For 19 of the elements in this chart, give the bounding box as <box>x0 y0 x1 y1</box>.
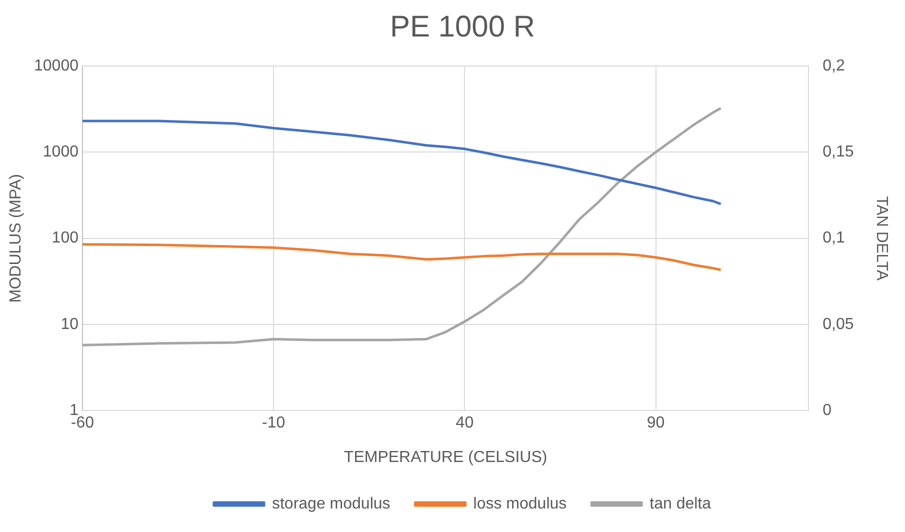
x-tick-label: 90 <box>646 414 665 432</box>
y-tick-label: 10 <box>60 316 79 333</box>
y2-tick-label: 0,15 <box>822 144 854 161</box>
y2-tick-label: 0,1 <box>822 230 846 247</box>
y-axis-title: MODULUS (MPA) <box>7 174 24 303</box>
y2-tick-label: 0,05 <box>822 316 854 333</box>
y2-tick-label: 0,2 <box>822 57 846 74</box>
legend-label: tan delta <box>650 495 712 512</box>
y-tick-label: 10000 <box>34 57 79 74</box>
y2-axis-title: TAN DELTA <box>872 196 890 281</box>
y-tick-label: 1000 <box>42 144 79 161</box>
legend-label: loss modulus <box>473 495 567 512</box>
chart-title: PE 1000 R <box>390 10 536 44</box>
x-tick-label: 40 <box>456 414 474 432</box>
y2-tick-label: 0 <box>822 402 832 420</box>
legend-label: storage modulus <box>272 495 390 512</box>
y-tick-label: 100 <box>52 230 79 247</box>
x-axis-title: TEMPERATURE (CELSIUS) <box>344 448 548 466</box>
x-tick-label: -10 <box>262 414 286 432</box>
